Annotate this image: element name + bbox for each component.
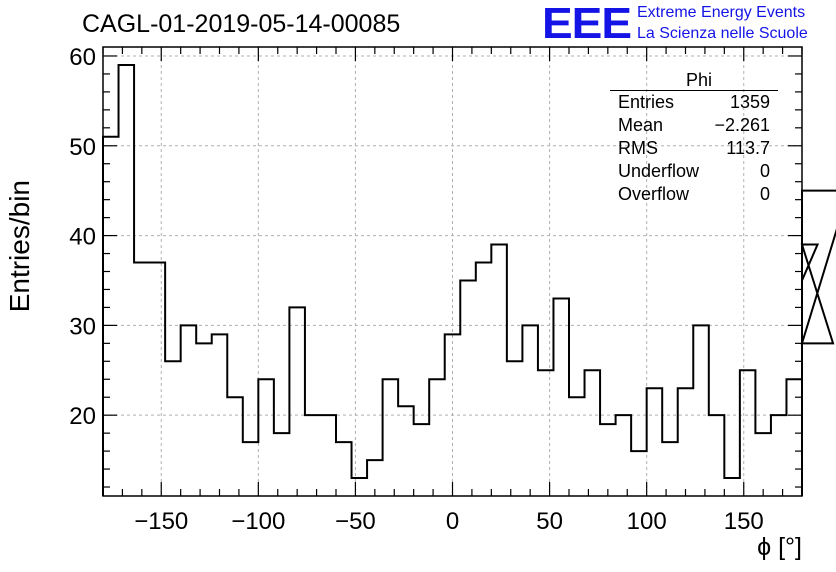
histogram-bin [165, 361, 181, 496]
histogram-bin [274, 433, 290, 496]
histogram-bin [553, 298, 569, 496]
histogram-bin [507, 361, 523, 496]
histogram-bin [662, 442, 678, 496]
stats-row-underflow: Underflow 0 [610, 160, 778, 183]
logo-line-2: La Scienza nelle Scuole [637, 25, 808, 42]
stats-row-mean: Mean −2.261 [610, 114, 778, 137]
chart-title: CAGL-01-2019-05-14-00085 [82, 10, 401, 38]
histogram-bin [258, 379, 274, 496]
histogram-bin [150, 263, 166, 496]
histogram-bin [491, 245, 507, 496]
histogram-bin [305, 415, 321, 496]
histogram-bin [522, 325, 538, 496]
eee-logo: EEE [542, 0, 632, 48]
histogram-bin [134, 263, 150, 496]
stats-title: Phi [610, 70, 778, 91]
histogram-bin [771, 415, 787, 496]
stats-label: Entries [618, 92, 675, 112]
stats-label: RMS [618, 138, 658, 158]
y-tick-label: 40 [69, 224, 96, 251]
histogram-bin [320, 415, 336, 496]
histogram-bin [414, 424, 430, 496]
histogram-bin [740, 370, 756, 496]
histogram-bin [724, 478, 740, 496]
histogram-bin [569, 397, 585, 496]
histogram-bin [647, 388, 663, 496]
histogram-bin [709, 415, 725, 496]
stats-row-rms: RMS 113.7 [610, 137, 778, 160]
stats-box: Phi Entries 1359 Mean −2.261 RMS 113.7 U… [610, 70, 778, 206]
histogram-bin [181, 325, 197, 496]
histogram-bin [289, 307, 305, 496]
histogram-bin [538, 370, 554, 496]
x-tick-label: −100 [231, 508, 285, 535]
x-tick-label: 150 [724, 508, 764, 535]
histogram-bin [429, 379, 445, 496]
x-tick-label: 50 [536, 508, 563, 535]
y-axis-label: Entries/bin [4, 180, 35, 313]
stats-row-overflow: Overflow 0 [610, 183, 778, 206]
x-tick-label: −50 [335, 508, 376, 535]
stats-value: −2.261 [714, 115, 770, 135]
histogram-bin [119, 65, 135, 496]
stats-label: Underflow [618, 161, 700, 181]
histogram-bin [243, 442, 259, 496]
stats-value: 1359 [729, 92, 770, 112]
histogram-bin [352, 478, 368, 496]
stats-value: 113.7 [726, 138, 770, 158]
stats-row-entries: Entries 1359 [610, 91, 778, 114]
histogram-bin [103, 137, 119, 496]
histogram-bin [600, 424, 616, 496]
histogram-bin [336, 442, 352, 496]
stats-value: 0 [759, 161, 770, 181]
histogram-bin [693, 325, 709, 496]
histogram-bin [631, 451, 647, 496]
y-tick-label: 20 [69, 403, 96, 430]
histogram-bin [476, 263, 492, 496]
histogram-bin [616, 415, 632, 496]
y-tick-label: 60 [69, 44, 96, 71]
histogram-outline [102, 63, 836, 496]
histogram-bin [755, 433, 771, 496]
histogram-bin [383, 379, 399, 496]
histogram-bin [585, 370, 601, 496]
x-axis-label: ϕ [°] [757, 533, 802, 561]
x-tick-label: 100 [627, 508, 667, 535]
stats-label: Mean [618, 115, 664, 135]
stats-value: 0 [759, 184, 770, 204]
logo-line-1: Extreme Energy Events [637, 4, 806, 21]
y-tick-label: 50 [69, 134, 96, 161]
histogram-bin [398, 406, 414, 496]
stats-label: Overflow [618, 184, 690, 204]
histogram-bin [460, 280, 476, 496]
histogram-bin [227, 397, 243, 496]
x-tick-label: 0 [446, 508, 459, 535]
y-tick-label: 30 [69, 313, 96, 340]
histogram-bin [678, 388, 694, 496]
histogram-bin [196, 343, 212, 496]
x-tick-label: −150 [134, 508, 188, 535]
